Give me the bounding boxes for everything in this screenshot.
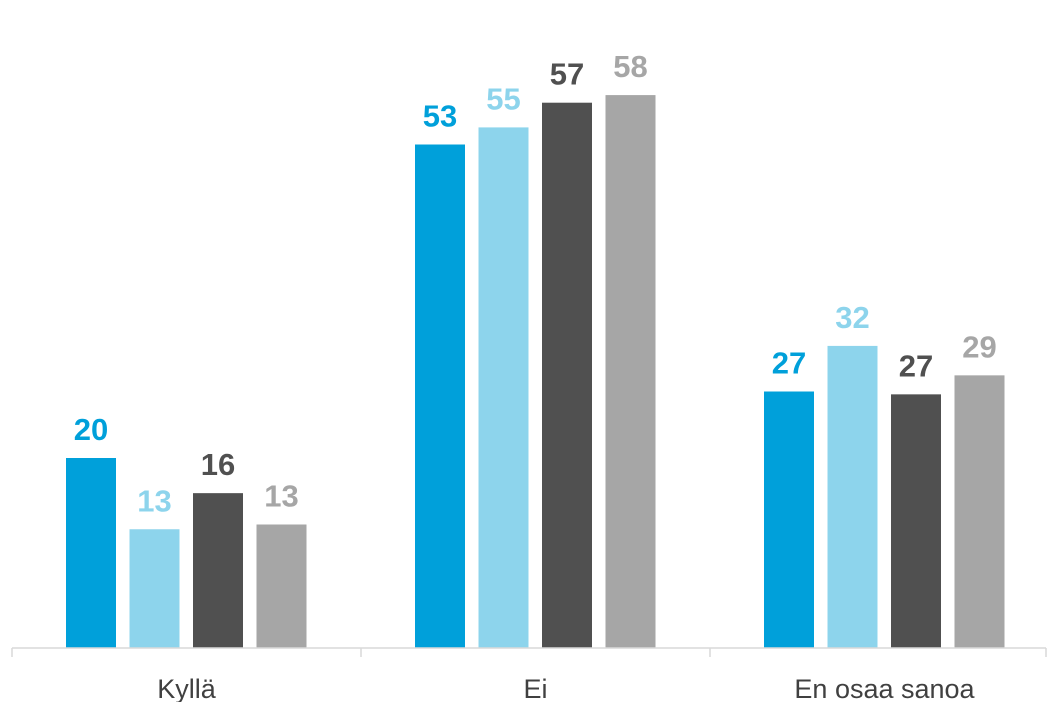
data-label: 53 — [423, 99, 457, 134]
bar — [256, 524, 307, 648]
data-label: 29 — [962, 329, 996, 364]
bar — [891, 394, 941, 648]
bar — [478, 127, 529, 648]
bar — [66, 458, 116, 648]
data-label: 13 — [264, 479, 298, 514]
data-label: 27 — [899, 348, 933, 383]
x-axis: Kyllä Ei En osaa sanoa — [11, 647, 1047, 702]
data-label: 55 — [486, 81, 520, 116]
category-tick-label: En osaa sanoa — [794, 674, 975, 702]
data-label: 27 — [772, 346, 806, 381]
category-tick-label: Kyllä — [157, 674, 217, 702]
bar — [542, 102, 592, 648]
data-label: 13 — [137, 483, 171, 518]
data-label: 16 — [201, 447, 235, 482]
data-label: 20 — [74, 412, 108, 447]
bars-layer — [66, 95, 1005, 649]
bar — [827, 345, 878, 648]
bar — [954, 375, 1005, 648]
data-label: 32 — [835, 300, 869, 335]
data-label: 57 — [550, 57, 584, 92]
bar — [764, 391, 814, 648]
bar — [415, 144, 465, 648]
bar — [129, 529, 180, 648]
bar — [605, 95, 656, 649]
data-label: 58 — [613, 49, 647, 84]
category-tick-label: Ei — [523, 674, 547, 702]
bar — [193, 493, 243, 648]
value-labels-layer: 20 13 16 13 53 55 57 58 27 32 27 29 — [74, 49, 997, 518]
